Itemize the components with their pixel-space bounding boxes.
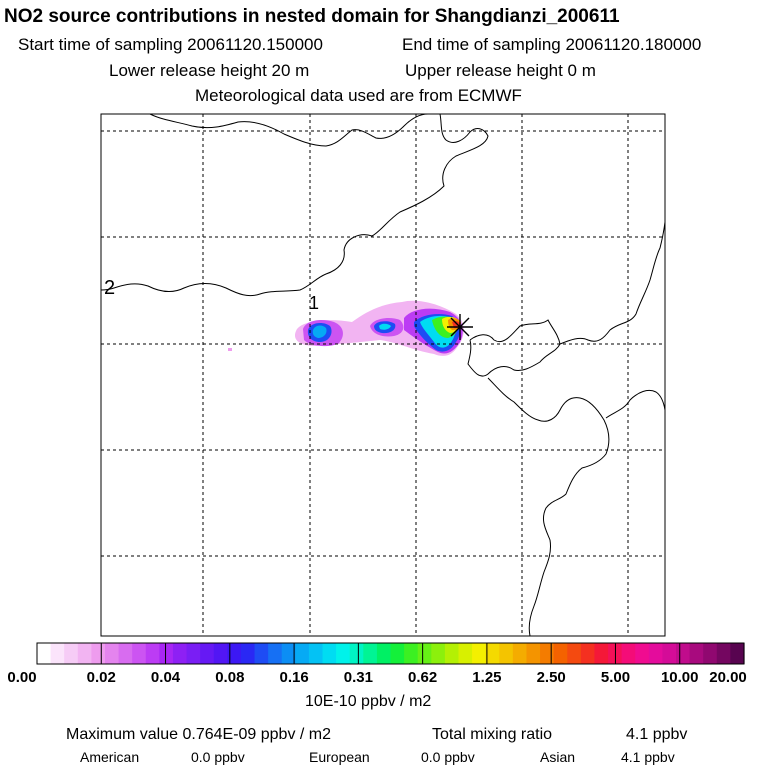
colorbar-cell [472, 643, 487, 664]
border-line-north [149, 114, 429, 147]
colorbar-cell [444, 643, 460, 664]
coastline-south [487, 377, 610, 636]
lower-release-height: Lower release height 20 m [109, 61, 310, 80]
colorbar-tick-label: 5.00 [600, 669, 631, 686]
colorbar-cell [553, 643, 568, 664]
contour-label-1: 1 [309, 293, 319, 313]
colorbar-cell [118, 643, 133, 664]
map-grid [101, 114, 665, 636]
colorbar-cell [336, 643, 351, 664]
colorbar-tick-label: 0.04 [150, 669, 181, 686]
upper-release-height: Upper release height 0 m [405, 61, 596, 80]
colorbar-cell [132, 643, 147, 664]
colorbar-tick-label: 20.00 [709, 669, 747, 686]
region-european-label: European [309, 749, 370, 765]
colorbar-cell [512, 643, 528, 664]
colorbar-cell [104, 643, 120, 664]
region-asian-value: 4.1 ppbv [621, 749, 675, 765]
colorbar-cell [172, 643, 188, 664]
plume-cyan-mid [379, 323, 391, 330]
colorbar-cell [50, 643, 65, 664]
colorbar-cell [621, 643, 636, 664]
colorbar-cell [458, 643, 473, 664]
receptor-star-icon [447, 314, 473, 340]
colorbar-cell [37, 643, 52, 664]
colorbar-cell [431, 643, 446, 664]
colorbar-cell [540, 643, 555, 664]
coastline-east [467, 319, 561, 377]
colorbar-cell [281, 643, 296, 664]
colorbar-tick-label: 0.08 [215, 669, 245, 686]
region-european-value: 0.0 ppbv [421, 749, 475, 765]
colorbar-tick-label: 2.50 [536, 669, 566, 686]
colorbar-cell [91, 643, 106, 664]
plume-cyan-west [312, 325, 327, 338]
colorbar-cell [635, 643, 650, 664]
colorbar-cell [240, 643, 256, 664]
colorbar-tick-label: 0.02 [86, 669, 116, 686]
colorbar-cell [594, 643, 609, 664]
colorbar-cell [716, 643, 732, 664]
colorbar-cell [200, 643, 215, 664]
colorbar-cell [567, 643, 582, 664]
colorbar-cell [404, 643, 419, 664]
plume-field [228, 300, 464, 356]
total-mixing-ratio-value: 4.1 ppbv [626, 726, 688, 743]
region-american-value: 0.0 ppbv [191, 749, 245, 765]
colorbar-cell [689, 643, 704, 664]
colorbar-cell [254, 643, 269, 664]
colorbar-tick-label: 10.00 [660, 669, 699, 686]
colorbar-cell [349, 643, 364, 664]
colorbar-cell [648, 643, 664, 664]
total-mixing-ratio-label: Total mixing ratio [432, 726, 553, 743]
maximum-value: Maximum value 0.764E-09 ppbv / m2 [66, 726, 332, 743]
colorbar-tick-label: 0.16 [279, 669, 309, 686]
colorbar-cell [186, 643, 201, 664]
colorbar-tick-label: 0.31 [343, 669, 373, 686]
start-sampling-time: Start time of sampling 20061120.150000 [18, 35, 323, 54]
colorbar-cell [268, 643, 283, 664]
colorbar-unit: 10E-10 ppbv / m2 [305, 693, 432, 710]
coastlines [101, 114, 665, 636]
map-frame [100, 113, 666, 637]
chart-title: NO2 source contributions in nested domai… [4, 6, 620, 27]
colorbar-tick-label: 0.00 [7, 669, 37, 686]
contour-label-2: 2 [104, 277, 115, 299]
colorbar-tick-label: 0.62 [408, 669, 438, 686]
colorbar-cell [662, 643, 677, 664]
colorbar-cell [77, 643, 92, 664]
region-asian-label: Asian [540, 749, 576, 765]
coastline-main [101, 114, 489, 297]
colorbar-cell [213, 643, 228, 664]
island-outline [605, 389, 665, 419]
colorbar-cell [295, 643, 310, 664]
colorbar-cell [322, 643, 337, 664]
colorbar-cell [676, 643, 691, 664]
colorbar-cell [159, 643, 174, 664]
meteorological-data-source: Meteorological data used are from ECMWF [195, 86, 522, 105]
colorbar-cell [417, 643, 432, 664]
plume-faint-dot [228, 348, 232, 351]
coastline-peninsula [559, 221, 665, 345]
colorbar-cell [227, 643, 242, 664]
region-american-label: American [80, 749, 140, 765]
colorbar-cell [703, 643, 718, 664]
colorbar-cell [730, 643, 745, 664]
colorbar-cell [526, 643, 541, 664]
colorbar-cell [376, 643, 392, 664]
colorbar-cell [363, 643, 378, 664]
colorbar-cell [64, 643, 79, 664]
end-sampling-time: End time of sampling 20061120.180000 [402, 35, 702, 54]
colorbar-cell [485, 643, 500, 664]
colorbar-cell [580, 643, 596, 664]
colorbar-cell [499, 643, 514, 664]
colorbar-cell [145, 643, 160, 664]
colorbar-cell [308, 643, 324, 664]
colorbar-cell [390, 643, 405, 664]
colorbar-tick-label: 1.25 [472, 669, 502, 686]
